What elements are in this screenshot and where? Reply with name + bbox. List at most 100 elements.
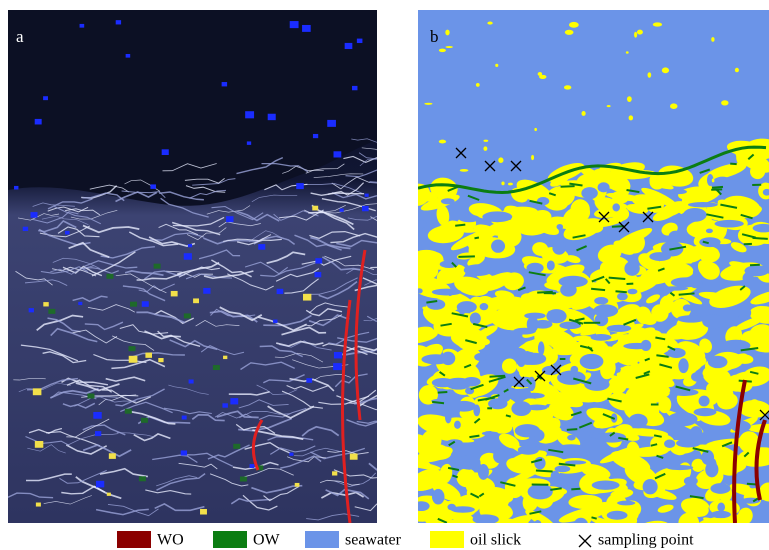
ow-strip <box>730 164 737 165</box>
legend-swatch <box>213 531 247 548</box>
seawater-gap <box>706 229 713 234</box>
seawater-gap <box>607 325 632 332</box>
seawater-gap <box>643 479 658 494</box>
seawater-gap <box>558 276 587 288</box>
ow-strip <box>592 517 597 518</box>
ow-strip <box>432 402 444 403</box>
legend-swatch <box>430 531 464 548</box>
seawater-gap <box>738 315 747 320</box>
speckle <box>35 119 42 125</box>
oil-slick-patch <box>495 64 498 67</box>
oil-slick-patch <box>439 49 446 52</box>
seawater-gap <box>413 501 430 511</box>
ow-strip <box>750 265 760 266</box>
seawater-gap <box>671 277 700 287</box>
panel-label: b <box>430 27 439 46</box>
seawater-gap <box>691 372 703 382</box>
seawater-gap <box>708 356 728 368</box>
ow-strip <box>561 186 575 187</box>
seawater-gap <box>667 348 686 358</box>
speckle <box>129 356 138 363</box>
seawater-gap <box>452 401 476 412</box>
speckle <box>107 493 111 496</box>
seawater-gap <box>473 514 499 524</box>
speckle <box>289 453 293 456</box>
speckle <box>345 43 353 49</box>
seawater-gap <box>617 501 635 506</box>
oil-slick-patch <box>501 181 504 185</box>
seawater-gap <box>457 301 477 313</box>
oil-slick-patch <box>648 72 652 78</box>
seawater-gap <box>456 455 481 469</box>
speckle <box>30 212 37 218</box>
seawater-gap <box>470 312 481 324</box>
seawater-gap <box>581 187 597 199</box>
speckle <box>258 244 265 250</box>
legend: WOOWseawateroil slicksampling point <box>117 531 694 549</box>
oil-slick-patch <box>721 100 728 105</box>
wave-crest <box>370 217 415 234</box>
seawater-gap <box>710 459 717 473</box>
speckle <box>130 302 137 307</box>
seawater-gap <box>432 409 450 414</box>
oil-slick-patch <box>712 179 715 183</box>
oil-slick-patch <box>711 37 714 42</box>
speckle <box>36 503 41 507</box>
legend-label: sampling point <box>598 532 694 549</box>
speckle <box>96 481 104 488</box>
ow-strip <box>490 376 506 377</box>
oil-slick-patch <box>637 30 643 35</box>
seawater-gap <box>568 451 590 456</box>
seawater-gap <box>627 289 637 295</box>
speckle <box>129 346 136 351</box>
speckle <box>362 206 369 211</box>
sampling-point <box>579 535 591 547</box>
legend-swatch <box>117 531 151 548</box>
oil-slick-patch <box>626 51 629 54</box>
seawater-gap <box>493 449 506 463</box>
speckle <box>93 412 101 419</box>
ow-strip <box>753 238 768 239</box>
ow-strip <box>455 225 465 226</box>
seawater-gap <box>546 309 566 323</box>
seawater-gap <box>491 240 505 253</box>
seawater-gap <box>683 304 693 311</box>
seawater-gap <box>717 502 725 511</box>
seawater-gap <box>454 421 461 429</box>
seawater-gap <box>711 511 731 518</box>
oil-slick-patch <box>424 103 432 105</box>
seawater-gap <box>515 424 540 437</box>
seawater-gap <box>636 523 652 531</box>
oil-slick-patch <box>411 190 426 204</box>
seawater-gap <box>682 212 700 218</box>
seawater-gap <box>480 303 489 310</box>
satellite-image <box>8 10 416 523</box>
oil-slick-patch <box>531 155 534 160</box>
seawater-gap <box>416 288 423 293</box>
speckle <box>125 409 132 414</box>
seawater-gap <box>441 352 455 366</box>
seawater-gap <box>482 431 498 435</box>
speckle <box>126 54 131 58</box>
speckle <box>223 356 227 359</box>
speckle <box>303 294 311 301</box>
seawater-gap <box>557 371 585 385</box>
oil-slick-patch <box>662 67 669 73</box>
speckle <box>268 114 276 120</box>
seawater-gap <box>499 387 518 398</box>
seawater-gap <box>664 440 675 448</box>
seawater-gap <box>670 189 687 194</box>
seawater-gap <box>557 224 563 230</box>
seawater-gap <box>702 314 725 328</box>
speckle <box>142 301 149 307</box>
seawater-gap <box>534 520 541 529</box>
seawater-gap <box>451 506 475 512</box>
speckle <box>313 134 318 138</box>
seawater-gap <box>629 414 648 429</box>
seawater-gap <box>534 457 545 470</box>
seawater-gap <box>584 378 609 391</box>
oil-slick-patch <box>445 46 452 48</box>
oil-slick-patch <box>735 68 739 72</box>
ow-strip <box>616 291 627 292</box>
speckle <box>23 227 28 231</box>
